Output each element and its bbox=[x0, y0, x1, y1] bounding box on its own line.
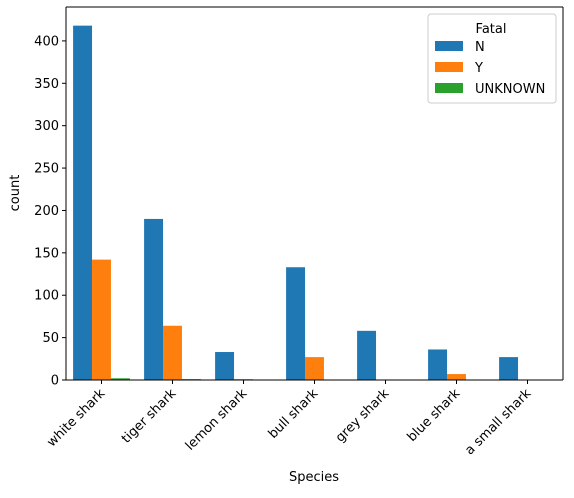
legend-swatch-y bbox=[435, 62, 463, 72]
bar-bull-shark-n bbox=[286, 267, 306, 380]
legend-frame bbox=[427, 13, 557, 104]
legend-items: NY UNKNOWN bbox=[435, 40, 545, 97]
legend-label-y: Y bbox=[474, 61, 483, 76]
bar-white-shark-y bbox=[92, 259, 111, 380]
y-tick-label: 350 bbox=[34, 77, 59, 92]
legend: Fatal NY UNKNOWN bbox=[427, 13, 557, 104]
y-tick-label: 250 bbox=[34, 162, 59, 177]
legend-label-unknown: UNKNOWN bbox=[475, 82, 545, 97]
x-tick-label-a-small-shark: a small shark bbox=[462, 386, 534, 458]
x-tick-label-lemon-shark: lemon shark bbox=[183, 386, 251, 454]
y-tick-label: 0 bbox=[51, 374, 59, 389]
legend-label-n: N bbox=[475, 40, 485, 55]
y-axis-label: count bbox=[8, 175, 23, 212]
y-tick-label: 50 bbox=[42, 331, 59, 346]
x-tick-label-bull-shark: bull shark bbox=[266, 386, 322, 442]
legend-title: Fatal bbox=[476, 22, 507, 37]
x-tick-label-white-shark: white shark bbox=[44, 386, 108, 450]
y-ticks: 0 50 100 150 200 250 300 350 400 bbox=[34, 34, 66, 389]
y-tick-label: 300 bbox=[34, 119, 59, 134]
x-ticks: white shark tiger shark lemon shark bull sh… bbox=[44, 380, 535, 458]
bar-blue-shark-n bbox=[428, 349, 448, 380]
y-tick-label: 100 bbox=[34, 289, 59, 304]
bar-lemon-shark-n bbox=[215, 352, 235, 380]
x-axis-label: Species bbox=[289, 470, 339, 485]
bar-bull-shark-y bbox=[305, 357, 324, 380]
bar-white-shark-n bbox=[73, 25, 93, 381]
x-tick-label-grey-shark: grey shark bbox=[333, 386, 393, 446]
legend-swatch-unknown bbox=[435, 83, 463, 93]
bars-layer bbox=[73, 25, 519, 381]
bar-white-shark-unknown bbox=[110, 378, 130, 380]
y-tick-label: 200 bbox=[34, 204, 59, 219]
bar-blue-shark-y bbox=[447, 374, 466, 380]
legend-swatch-n bbox=[435, 41, 463, 51]
x-tick-label-tiger-shark: tiger shark bbox=[119, 386, 180, 447]
bar-tiger-shark-y bbox=[163, 325, 182, 380]
bar-tiger-shark-n bbox=[144, 218, 164, 380]
y-tick-label: 150 bbox=[34, 246, 59, 261]
bar-a-small-shark-n bbox=[499, 357, 519, 380]
bar-grey-shark-n bbox=[357, 330, 377, 380]
y-tick-label: 400 bbox=[34, 34, 59, 49]
x-tick-label-blue-shark: blue shark bbox=[405, 386, 464, 445]
